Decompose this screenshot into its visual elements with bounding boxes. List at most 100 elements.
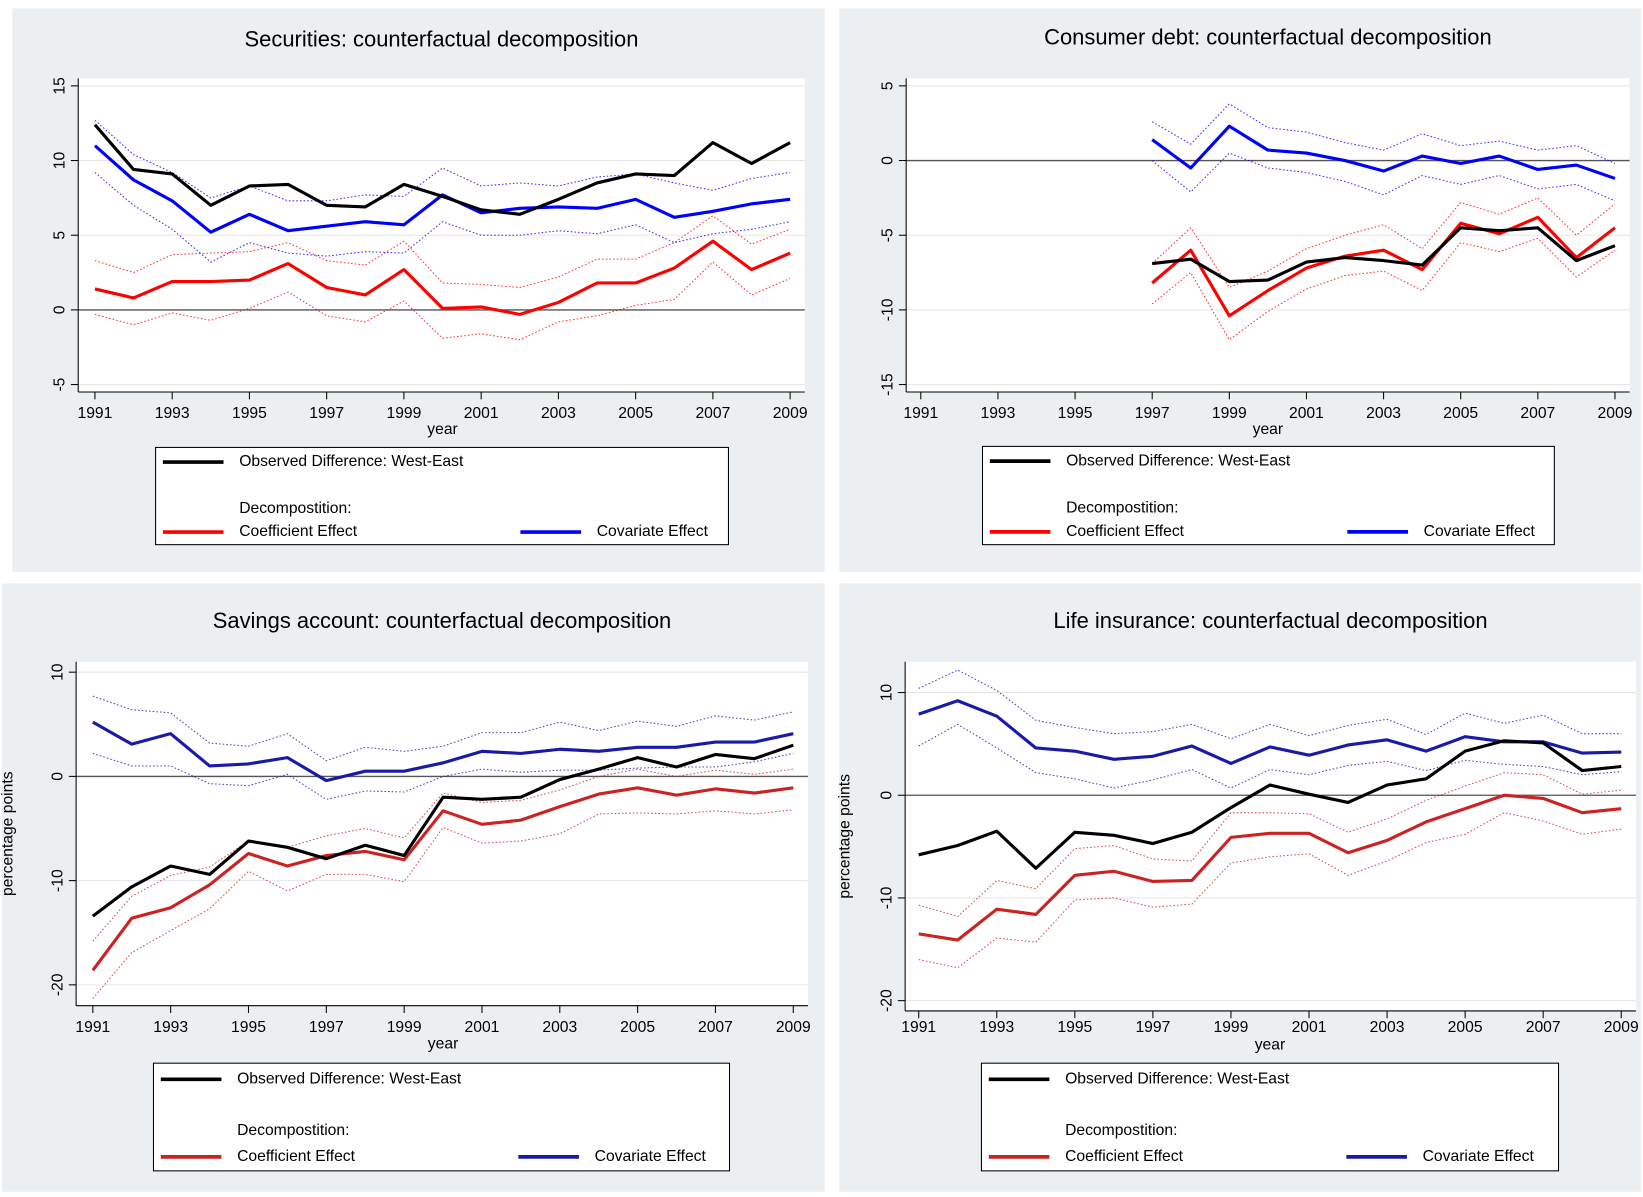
x-tick-label: 2003 xyxy=(1370,1019,1405,1036)
x-tick-label: 2005 xyxy=(618,405,653,422)
legend-label: Coefficient Effect xyxy=(1065,1148,1184,1165)
y-tick-label: -10 xyxy=(49,869,66,892)
legend-label: Covariate Effect xyxy=(595,1148,707,1165)
x-tick-label: 1995 xyxy=(232,405,267,422)
chart-title: Securities: counterfactual decomposition xyxy=(245,27,639,52)
y-tick-label: -20 xyxy=(49,973,66,996)
x-tick-label: 1993 xyxy=(153,1019,188,1036)
y-tick-label: -15 xyxy=(880,373,897,396)
confidence-band xyxy=(1151,103,1616,164)
legend-box xyxy=(152,1062,731,1172)
x-tick-label: 2009 xyxy=(1598,405,1633,422)
y-tick-label: 10 xyxy=(879,684,896,702)
x-tick-label: 1993 xyxy=(155,405,190,422)
y-tick-label: 0 xyxy=(52,305,69,314)
legend-heading: Decompostition: xyxy=(239,500,351,517)
y-tick-label: 0 xyxy=(49,772,66,781)
x-tick-label: 1997 xyxy=(309,405,344,422)
confidence-band xyxy=(918,669,1622,740)
x-tick-label: 1993 xyxy=(979,1019,1014,1036)
x-tick-label: 2009 xyxy=(776,1019,811,1036)
legend-label: Coefficient Effect xyxy=(239,523,358,540)
x-tick-label: 2005 xyxy=(1443,405,1478,422)
x-tick-label: 2001 xyxy=(464,405,499,422)
legend-heading: Decompostition: xyxy=(1066,499,1178,516)
x-axis-label: year xyxy=(1255,1037,1286,1054)
x-tick-label: 2005 xyxy=(1448,1019,1483,1036)
y-tick-label: 10 xyxy=(49,663,66,681)
legend-label: Covariate Effect xyxy=(1423,1148,1535,1165)
confidence-band xyxy=(92,695,794,762)
confidence-band xyxy=(918,812,1622,969)
x-tick-label: 2001 xyxy=(465,1019,500,1036)
y-tick-label: -20 xyxy=(879,989,896,1012)
x-tick-label: 1999 xyxy=(1212,405,1247,422)
plot-area xyxy=(76,661,808,1006)
x-tick-label: 2009 xyxy=(773,405,808,422)
y-tick-label: 5 xyxy=(52,231,69,240)
y-tick-label: -5 xyxy=(52,377,69,391)
x-tick-label: 2009 xyxy=(1604,1019,1639,1036)
series-line xyxy=(1151,215,1616,318)
legend-label: Coefficient Effect xyxy=(1066,523,1185,540)
confidence-band xyxy=(918,772,1622,917)
chart-title: Life insurance: counterfactual decomposi… xyxy=(1053,608,1487,633)
x-tick-label: 2003 xyxy=(542,1019,577,1036)
x-tick-label: 2007 xyxy=(698,1019,733,1036)
x-axis-label: year xyxy=(427,421,458,438)
x-tick-label: 1997 xyxy=(309,1019,344,1036)
series-line xyxy=(91,786,794,972)
series-line xyxy=(918,793,1622,942)
series-line xyxy=(92,720,794,783)
x-tick-label: 1995 xyxy=(231,1019,266,1036)
legend-box xyxy=(981,445,1555,546)
legend-box xyxy=(155,446,729,546)
legend-heading: Decompostition: xyxy=(1065,1122,1177,1139)
x-tick-label: 1999 xyxy=(387,1019,422,1036)
x-tick-label: 2007 xyxy=(1520,405,1555,422)
series-line xyxy=(94,239,791,316)
legend-label: Covariate Effect xyxy=(1424,523,1536,540)
legend-label: Observed Difference: West-East xyxy=(1066,452,1291,469)
x-tick-label: 1997 xyxy=(1135,405,1170,422)
legend-label: Observed Difference: West-East xyxy=(239,453,464,470)
y-tick-label: 5 xyxy=(880,81,897,90)
x-tick-label: 1991 xyxy=(75,1019,110,1036)
x-tick-label: 2003 xyxy=(1366,405,1401,422)
x-tick-label: 1991 xyxy=(901,1019,936,1036)
x-axis-label: year xyxy=(428,1036,459,1053)
legend-label: Observed Difference: West-East xyxy=(1065,1070,1290,1087)
confidence-band xyxy=(92,768,794,942)
series-line xyxy=(1151,226,1616,284)
y-tick-label: -10 xyxy=(879,886,896,909)
x-tick-label: 1991 xyxy=(77,405,112,422)
x-tick-label: 2001 xyxy=(1289,405,1324,422)
x-tick-label: 1995 xyxy=(1057,1019,1092,1036)
confidence-band xyxy=(94,215,791,289)
legend-label: Observed Difference: West-East xyxy=(237,1070,462,1087)
series-line xyxy=(1151,124,1616,180)
chart-title: Consumer debt: counterfactual decomposit… xyxy=(1044,24,1492,49)
y-tick-label: 10 xyxy=(52,152,69,170)
chart-title: Savings account: counterfactual decompos… xyxy=(213,608,672,633)
legend-label: Coefficient Effect xyxy=(237,1148,356,1165)
x-tick-label: 1997 xyxy=(1135,1019,1170,1036)
x-tick-label: 1999 xyxy=(386,405,421,422)
x-tick-label: 1993 xyxy=(981,405,1016,422)
y-axis-label: percentage points xyxy=(0,771,16,896)
confidence-band xyxy=(1151,152,1616,202)
confidence-band xyxy=(918,723,1622,789)
confidence-band xyxy=(94,119,791,202)
x-tick-label: 1991 xyxy=(903,405,938,422)
series-line xyxy=(91,743,794,918)
y-tick-label: 0 xyxy=(880,156,897,165)
x-axis-label: year xyxy=(1253,421,1284,438)
legend-label: Covariate Effect xyxy=(597,523,709,540)
y-tick-label: -5 xyxy=(880,228,897,242)
x-tick-label: 1995 xyxy=(1058,405,1093,422)
confidence-band xyxy=(1151,237,1616,341)
y-axis-label: percentage points xyxy=(837,774,854,899)
x-tick-label: 2001 xyxy=(1292,1019,1327,1036)
